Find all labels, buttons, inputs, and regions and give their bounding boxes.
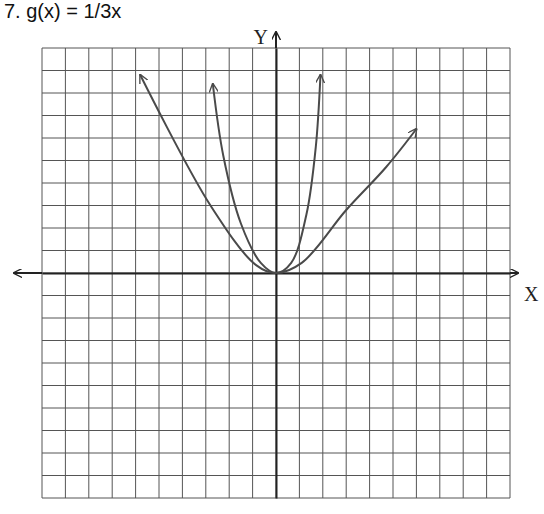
x-axis-arrow-right: [510, 272, 518, 274]
grid: [42, 48, 510, 498]
title: 7. g(x) = 1/3x: [4, 0, 121, 22]
y-axis-arrow-top: [275, 32, 277, 48]
curve: [213, 75, 321, 273]
chart: 7. g(x) = 1/3x Y X: [0, 0, 544, 514]
curve: [140, 75, 416, 273]
x-axis-title: X: [524, 283, 539, 305]
x-axis-arrow-left: [14, 272, 42, 274]
y-axis-title: Y: [254, 26, 268, 48]
curves: [140, 75, 416, 273]
